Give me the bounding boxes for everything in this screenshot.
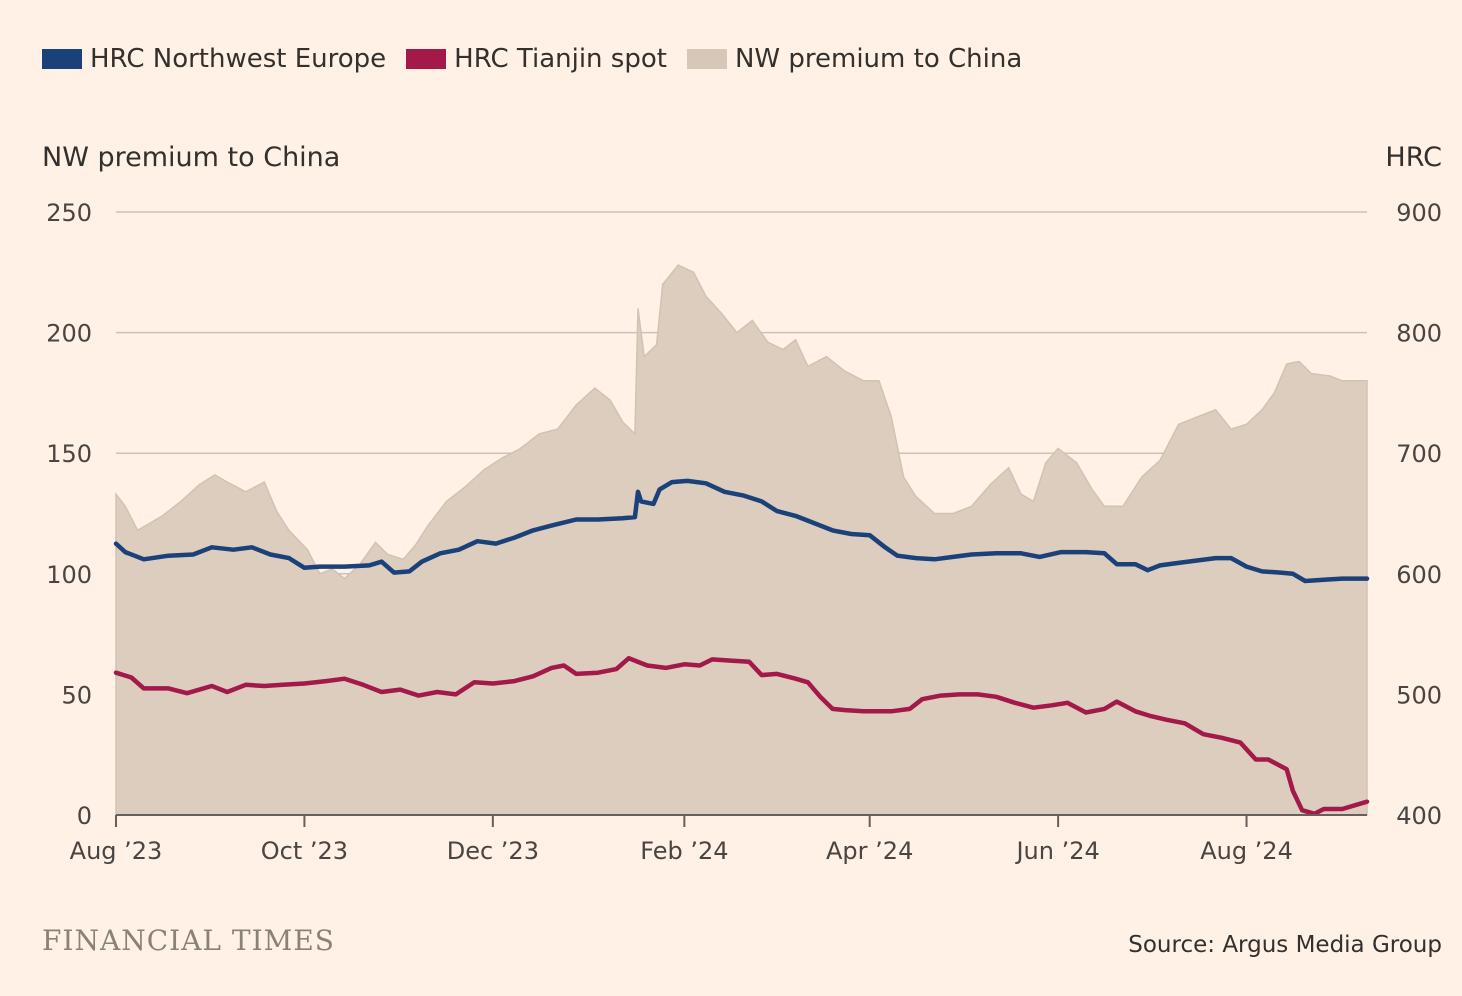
legend-swatch-nw-premium — [686, 49, 727, 69]
x-tick-label: Feb ’24 — [640, 837, 728, 865]
legend-swatch-hrc-tianjin — [406, 49, 447, 69]
source-note: Source: Argus Media Group — [1128, 932, 1442, 958]
legend-item-nw-premium: NW premium to China — [686, 44, 1023, 74]
left-tick-label: 100 — [46, 561, 92, 589]
legend-item-hrc-nw-europe: HRC Northwest Europe — [42, 44, 386, 74]
right-tick-label: 500 — [1396, 681, 1442, 709]
legend: HRC Northwest Europe HRC Tianjin spot NW… — [42, 44, 1042, 74]
right-tick-label: 700 — [1396, 440, 1442, 468]
x-tick-label: Aug ’23 — [70, 837, 163, 865]
series-line-hrc-tianjin-spot — [113, 655, 1370, 817]
right-axis-title: HRC — [1385, 142, 1442, 173]
left-axis-title: NW premium to China — [42, 142, 341, 173]
right-tick-label: 800 — [1396, 320, 1442, 348]
x-tick-label: Dec ’23 — [447, 837, 539, 865]
x-tick-label: Apr ’24 — [826, 837, 913, 865]
x-tick-label: Jun ’24 — [1014, 837, 1099, 865]
legend-item-hrc-tianjin: HRC Tianjin spot — [406, 44, 667, 74]
legend-swatch-hrc-nw-europe — [42, 49, 82, 69]
axes: 0 400 50 500 100 600 150 700 200 800 250 900 Aug ’23… — [46, 199, 1442, 865]
right-tick-label: 400 — [1396, 802, 1442, 830]
premium-area-layer — [115, 264, 1368, 816]
series-line-hrc-northwest-europe — [113, 478, 1370, 584]
legend-label-hrc-nw-europe: HRC Northwest Europe — [90, 44, 387, 74]
ft-logo: FINANCIAL TIMES — [42, 924, 335, 957]
right-tick-label: 600 — [1396, 561, 1442, 589]
x-tick-label: Oct ’23 — [261, 837, 348, 865]
left-tick-label: 0 — [77, 802, 92, 830]
legend-label-nw-premium: NW premium to China — [734, 44, 1023, 74]
left-tick-label: 150 — [46, 440, 92, 468]
left-tick-label: 50 — [61, 681, 92, 709]
legend-label-hrc-tianjin: HRC Tianjin spot — [454, 44, 667, 74]
series-lines-layer — [113, 478, 1370, 817]
right-tick-label: 900 — [1396, 199, 1442, 227]
x-tick-label: Aug ’24 — [1200, 837, 1293, 865]
premium-area — [115, 264, 1368, 816]
left-tick-label: 200 — [46, 320, 92, 348]
left-tick-label: 250 — [46, 199, 92, 227]
